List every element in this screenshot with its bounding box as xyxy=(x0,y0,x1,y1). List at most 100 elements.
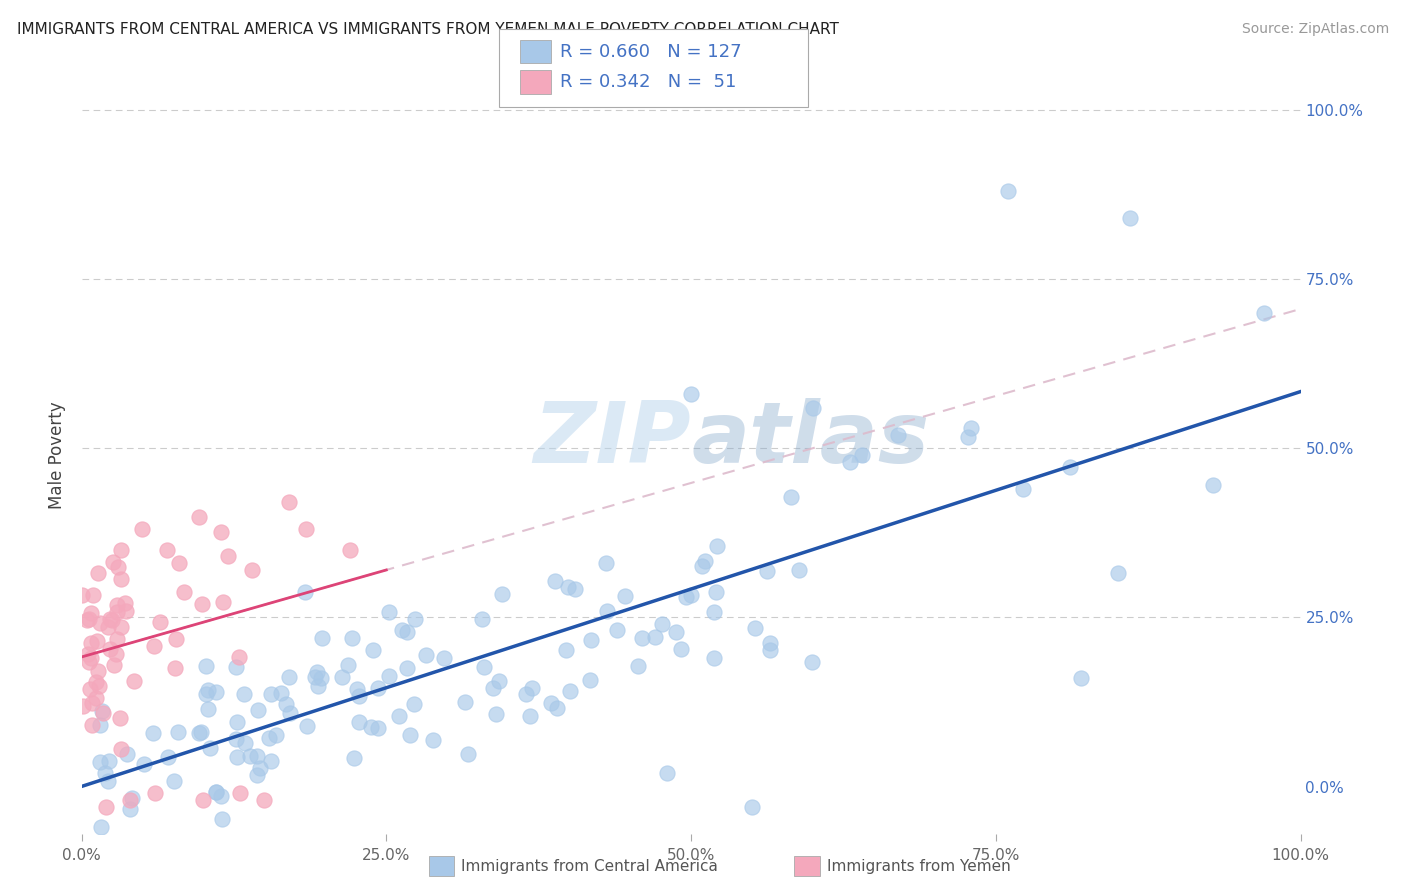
Point xyxy=(80,651,103,665)
Point xyxy=(84,691,107,706)
Point xyxy=(120,802,142,816)
Point xyxy=(388,708,411,723)
Point xyxy=(522,681,544,695)
Point xyxy=(247,703,270,717)
Point xyxy=(887,427,910,442)
Point xyxy=(114,596,136,610)
Point xyxy=(274,697,297,711)
Point xyxy=(110,742,132,756)
Point xyxy=(143,786,166,800)
Point xyxy=(97,774,120,789)
Point xyxy=(564,582,586,596)
Point xyxy=(337,657,360,672)
Point xyxy=(360,721,382,735)
Point xyxy=(167,725,190,739)
Point xyxy=(367,681,389,695)
Point xyxy=(404,612,426,626)
Text: Immigrants from Central America: Immigrants from Central America xyxy=(461,859,718,873)
Point xyxy=(233,687,256,701)
Point xyxy=(346,682,368,697)
Point xyxy=(156,542,179,557)
Point xyxy=(305,665,328,679)
Point xyxy=(703,651,725,665)
Point xyxy=(558,684,581,698)
Point xyxy=(197,702,219,716)
Point xyxy=(679,588,702,602)
Point xyxy=(204,684,226,698)
Point xyxy=(89,756,111,770)
Point xyxy=(204,785,226,799)
Point xyxy=(84,675,107,690)
Point xyxy=(391,623,413,637)
Point xyxy=(110,572,132,586)
Point xyxy=(630,631,652,645)
Point xyxy=(801,401,824,415)
Point xyxy=(239,748,262,763)
Point xyxy=(367,721,389,735)
Point xyxy=(295,522,318,536)
Point xyxy=(94,800,117,814)
Point xyxy=(197,682,219,697)
Point xyxy=(107,560,129,574)
Point xyxy=(398,728,420,742)
Point xyxy=(295,719,318,733)
Point xyxy=(142,640,165,654)
Point xyxy=(253,793,276,807)
Point xyxy=(257,731,280,745)
Text: R = 0.660   N = 127: R = 0.660 N = 127 xyxy=(560,43,741,61)
Point xyxy=(309,671,332,685)
Point xyxy=(163,660,186,674)
Point xyxy=(76,647,98,661)
Point xyxy=(89,616,111,631)
Point xyxy=(361,642,384,657)
Point xyxy=(294,585,316,599)
Point xyxy=(233,736,256,750)
Point xyxy=(347,689,370,703)
Point xyxy=(105,599,128,613)
Text: R = 0.342   N =  51: R = 0.342 N = 51 xyxy=(560,73,735,91)
Point xyxy=(665,624,688,639)
Point xyxy=(167,556,190,570)
Y-axis label: Male Poverty: Male Poverty xyxy=(48,401,66,508)
Point xyxy=(340,631,363,645)
Point xyxy=(1202,478,1225,492)
Point xyxy=(960,421,983,435)
Point xyxy=(163,774,186,789)
Point xyxy=(122,673,145,688)
Point xyxy=(90,705,112,719)
Point xyxy=(79,656,101,670)
Point xyxy=(339,542,361,557)
Point xyxy=(482,681,505,695)
Point xyxy=(226,749,249,764)
Point xyxy=(278,706,301,721)
Point xyxy=(249,761,271,775)
Point xyxy=(307,680,329,694)
Point xyxy=(471,612,494,626)
Point xyxy=(188,726,211,740)
Point xyxy=(98,612,121,626)
Point xyxy=(173,584,195,599)
Point xyxy=(780,490,803,504)
Point xyxy=(79,612,101,626)
Point xyxy=(404,697,426,711)
Point xyxy=(543,574,565,588)
Point xyxy=(703,606,725,620)
Point xyxy=(472,660,495,674)
Point xyxy=(80,606,103,620)
Point xyxy=(626,658,648,673)
Point xyxy=(104,647,127,661)
Point xyxy=(759,636,782,650)
Point xyxy=(669,642,692,657)
Point xyxy=(759,643,782,657)
Point xyxy=(1253,306,1275,320)
Point xyxy=(454,695,477,709)
Point xyxy=(165,632,187,647)
Text: IMMIGRANTS FROM CENTRAL AMERICA VS IMMIGRANTS FROM YEMEN MALE POVERTY CORRELATIO: IMMIGRANTS FROM CENTRAL AMERICA VS IMMIG… xyxy=(17,22,839,37)
Point xyxy=(789,563,811,577)
Point xyxy=(596,604,619,618)
Text: Source: ZipAtlas.com: Source: ZipAtlas.com xyxy=(1241,22,1389,37)
Point xyxy=(101,556,124,570)
Point xyxy=(90,821,112,835)
Point xyxy=(72,699,94,714)
Point xyxy=(193,793,215,807)
